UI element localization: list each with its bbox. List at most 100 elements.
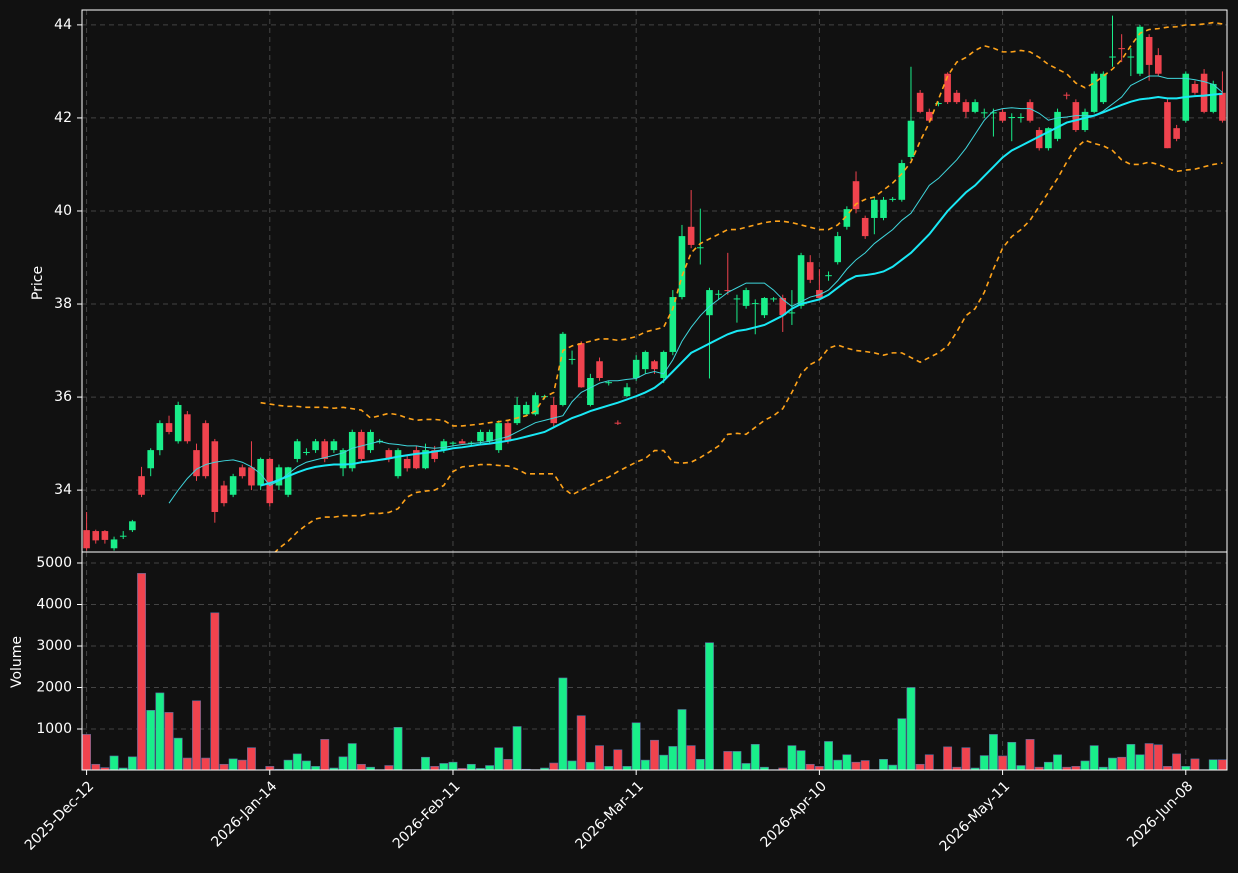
candle-body xyxy=(147,450,154,469)
volume-bar xyxy=(888,764,898,771)
volume-bar xyxy=(1108,757,1117,771)
candle-body xyxy=(779,297,787,316)
volume-bar xyxy=(668,746,678,771)
candle-body xyxy=(1008,117,1016,119)
candle-body xyxy=(1063,94,1070,96)
candle-body xyxy=(916,92,924,112)
candle-body xyxy=(184,414,191,442)
y-tick-label: 34 xyxy=(54,482,72,498)
candle-body xyxy=(1118,48,1125,50)
candle-body xyxy=(1045,128,1052,149)
volume-bar xyxy=(824,741,833,771)
volume-bar xyxy=(137,573,146,771)
candle-body xyxy=(495,423,503,451)
candle-body xyxy=(751,303,759,305)
volume-bar xyxy=(201,757,211,771)
volume-bar xyxy=(659,754,669,771)
volume-bar xyxy=(1043,761,1053,771)
volume-bar xyxy=(879,758,888,771)
candle-body xyxy=(770,298,777,300)
candle-body xyxy=(1054,111,1061,139)
candle-body xyxy=(1017,117,1025,119)
y-tick-label: 38 xyxy=(54,296,72,312)
candle-body xyxy=(825,275,832,277)
candle-body xyxy=(962,102,970,112)
candle-body xyxy=(477,431,484,442)
candle-body xyxy=(733,298,741,300)
volume-bar xyxy=(347,743,357,771)
candle-body xyxy=(101,531,109,540)
volume-bar xyxy=(787,745,797,771)
candle-body xyxy=(596,361,603,379)
candle-body xyxy=(339,450,347,469)
candle-body xyxy=(742,290,750,306)
candle-body xyxy=(458,441,466,444)
candle-body xyxy=(559,333,567,405)
candle-body xyxy=(284,467,292,495)
volume-bar xyxy=(82,734,92,771)
candle-body xyxy=(275,467,283,486)
candle-body xyxy=(239,467,246,477)
candles xyxy=(83,15,1226,552)
volume-bar xyxy=(576,715,586,771)
candle-body xyxy=(220,485,228,504)
candle-body xyxy=(403,458,411,469)
volume-tick-label: 5000 xyxy=(36,555,72,571)
volume-bar xyxy=(109,755,119,771)
volume-bar xyxy=(1190,758,1200,771)
candle-body xyxy=(1127,56,1135,58)
candle-body xyxy=(138,476,145,495)
indicator-line xyxy=(168,75,1223,504)
candle-body xyxy=(861,217,869,237)
candle-body xyxy=(724,290,732,292)
candle-body xyxy=(165,423,173,432)
candle-body xyxy=(889,198,896,200)
candle-body xyxy=(651,361,658,370)
volume-tick-label: 4000 xyxy=(36,596,72,612)
candle-body xyxy=(816,290,823,298)
volume-bar xyxy=(897,718,907,771)
candle-body xyxy=(660,351,667,379)
candle-body xyxy=(953,92,961,103)
volume-bar xyxy=(155,692,165,771)
volume-bar xyxy=(1163,766,1172,771)
candle-body xyxy=(1100,73,1107,103)
candle-body xyxy=(312,441,319,451)
candle-body xyxy=(577,343,585,388)
volume-bar xyxy=(686,745,696,771)
volume-bar xyxy=(814,766,824,771)
candle-body xyxy=(257,458,264,486)
volume-bar xyxy=(1080,760,1090,771)
volume-bar xyxy=(1181,766,1191,771)
candle-body xyxy=(1109,56,1116,58)
volume-bar xyxy=(1153,744,1163,771)
candle-body xyxy=(266,458,274,504)
volume-bar xyxy=(860,760,870,771)
candle-body xyxy=(532,395,539,415)
candle-body xyxy=(678,236,686,298)
candle-body xyxy=(422,450,429,469)
volume-bar xyxy=(723,751,733,771)
candle-body xyxy=(248,467,255,486)
candle-body xyxy=(156,423,164,451)
candle-body xyxy=(1090,73,1098,112)
volume-bar xyxy=(631,722,641,771)
volume-bar xyxy=(466,763,476,771)
candle-body xyxy=(293,441,301,459)
volume-tick-label: 3000 xyxy=(36,638,72,654)
candle-body xyxy=(880,199,887,218)
candle-body xyxy=(83,530,90,549)
volume-bar xyxy=(146,710,156,771)
volume-bar xyxy=(585,761,595,771)
candle-body xyxy=(706,290,713,316)
candle-body xyxy=(522,404,530,415)
volume-bar xyxy=(1025,739,1035,771)
volume-bar xyxy=(228,758,238,771)
candle-body xyxy=(119,535,127,537)
volume-bar xyxy=(732,751,742,771)
candle-body xyxy=(1026,102,1034,121)
candle-body xyxy=(587,378,594,405)
candle-body xyxy=(202,423,209,477)
candle-body xyxy=(761,297,768,316)
volume-bar xyxy=(265,766,275,771)
